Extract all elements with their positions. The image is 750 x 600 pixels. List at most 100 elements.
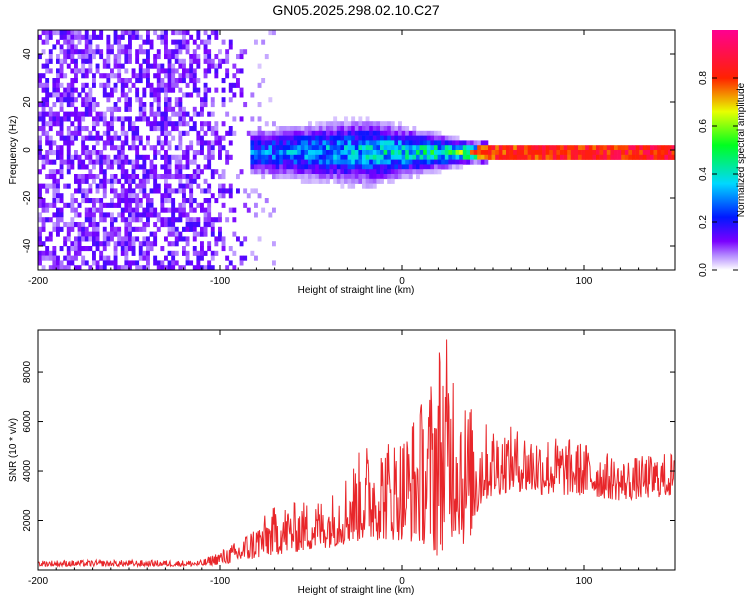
heat-cell [293,140,298,146]
heat-cell [174,82,179,88]
heat-cell [156,87,161,93]
heat-cell [160,78,165,84]
heat-cell [48,54,53,60]
heat-cell [84,92,89,98]
heat-cell [95,159,100,165]
heat-cell [232,63,237,69]
heat-cell [351,135,356,141]
heat-cell [110,49,114,55]
heat-cell [603,154,608,160]
heat-cell [66,44,71,50]
heat-cell [272,207,276,213]
heat-cell [426,145,431,151]
heat-cell [142,250,147,256]
heat-cell [221,193,226,199]
heat-cell [149,111,154,117]
heat-cell [84,154,89,160]
heat-cell [117,145,122,151]
heat-cell [128,236,132,242]
heat-cell [376,135,381,141]
heat-cell [167,226,172,232]
heat-cell [52,102,57,108]
heat-cell [135,202,140,208]
heat-cell [95,246,100,252]
heat-cell [95,174,100,180]
heat-cell [124,92,129,98]
heat-cell [174,44,179,50]
heat-cell [570,154,575,160]
heat-cell [444,140,449,146]
heat-cell [167,222,172,228]
heat-cell [196,202,201,208]
heat-cell [279,130,284,136]
heat-cell [207,68,212,74]
heat-cell [48,126,53,132]
heat-cell [77,188,82,194]
heat-cell [218,236,222,242]
heat-cell [326,150,330,156]
heat-cell [365,140,370,146]
heat-cell [153,58,158,64]
heat-cell [416,164,420,170]
heat-cell [426,154,431,160]
heat-cell [444,145,449,151]
heat-cell [383,130,388,136]
x-tick-label: 100 [576,276,593,287]
heat-cell [272,130,276,136]
heat-cell [369,174,374,180]
heat-cell [653,154,658,160]
heat-cell [164,111,168,117]
heat-cell [200,140,204,146]
heat-cell [48,116,53,122]
heat-cell [268,154,273,160]
heat-cell [383,174,388,180]
heat-cell [189,178,194,184]
heat-cell [131,68,136,74]
heat-cell [156,97,161,103]
heat-cell [308,154,312,160]
heat-cell [588,154,593,160]
heat-cell [92,73,96,79]
heat-cell [668,150,672,156]
heat-cell [146,39,150,45]
heat-cell [196,183,201,189]
heat-cell [380,169,384,175]
heat-cell [66,164,71,170]
heat-cell [250,169,255,175]
heat-cell [340,145,345,151]
heat-cell [380,140,384,146]
heat-cell [470,159,474,165]
heat-cell [264,145,269,151]
heat-cell [340,150,345,156]
heat-cell [300,135,305,141]
heat-cell [124,255,129,261]
heat-cell [326,140,330,146]
heat-cell [398,135,402,141]
heat-cell [95,49,100,55]
heat-cell [128,265,132,271]
heat-cell [128,145,132,151]
heat-cell [347,130,352,136]
heat-cell [45,39,50,45]
heat-cell [138,217,143,223]
heat-cell [178,164,183,170]
heat-cell [203,130,208,136]
heat-cell [66,231,71,237]
heat-cell [167,54,172,60]
heat-cell [106,73,111,79]
heat-cell [52,30,57,36]
heat-cell [171,188,176,194]
heat-cell [192,174,197,180]
heat-cell [160,126,165,132]
heat-cell [423,135,428,141]
heat-cell [196,130,201,136]
heat-cell [347,145,352,151]
heat-cell [214,135,219,141]
heat-cell [336,121,341,127]
heat-cell [95,130,100,136]
heat-cell [128,178,132,184]
heat-cell [77,54,82,60]
heat-cell [264,150,269,156]
heat-cell [408,135,413,141]
x-tick-label: -200 [28,276,48,287]
